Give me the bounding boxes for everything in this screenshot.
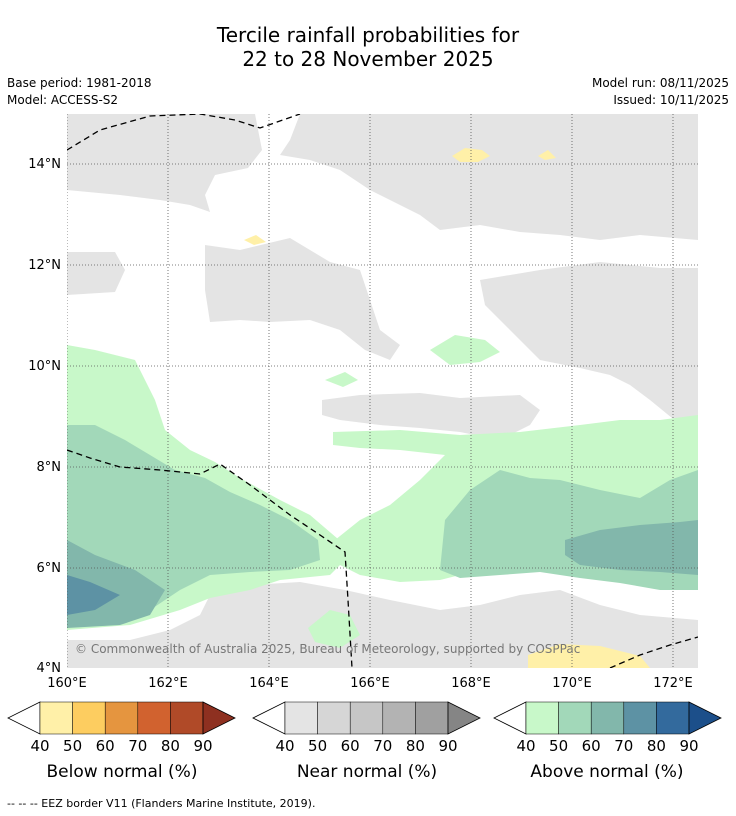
colorbar-below-segment [72, 701, 106, 735]
below-normal-region-north-1 [452, 148, 490, 162]
colorbar-above-segment [558, 701, 592, 735]
colorbar-near-extend-low [252, 701, 286, 735]
below-normal-region-north-3 [244, 235, 266, 245]
eez-footnote: -- -- -- EEZ border V11 (Flanders Marine… [7, 797, 316, 810]
colorbar-above-extend-high [688, 701, 722, 735]
graticule [67, 114, 698, 668]
lon-label: 166°E [350, 676, 390, 691]
above-normal-70-region-west [67, 575, 120, 615]
near-normal-region-south [67, 582, 698, 668]
colorbar-near-segment [284, 701, 318, 735]
above-normal-region-small-3 [308, 610, 360, 648]
near-normal-region-north [67, 114, 262, 212]
below-normal-region-north-2 [538, 150, 556, 160]
colorbar-near-segment [317, 701, 351, 735]
eez-border [67, 114, 698, 668]
model-name: Model: ACCESS-S2 [7, 93, 119, 107]
colorbar-near-segment [349, 701, 384, 735]
below-normal-region-south [528, 644, 650, 668]
colorbar-above-segment [590, 701, 625, 735]
colorbar-below-tick: 50 [63, 737, 82, 755]
colorbar-below-extend-low [7, 701, 41, 735]
colorbars: 40 50 60 70 80 90 40 50 60 70 80 90 40 50 60 70 80 90 [7, 701, 722, 755]
colorbar-near-segment [382, 701, 416, 735]
lon-label: 160°E [47, 676, 87, 691]
colorbar-near-tick: 60 [341, 737, 360, 755]
lat-label: 14°N [28, 157, 61, 172]
model-run: Model run: 08/11/2025 [591, 76, 729, 90]
map-title-line1: Tercile rainfall probabilities for [216, 23, 520, 47]
colorbar-above-segment [525, 701, 559, 735]
colorbar-above-tick: 90 [679, 737, 698, 755]
lon-label: 170°E [552, 676, 592, 691]
map-field: © Commonwealth of Australia 2025, Bureau… [67, 114, 698, 668]
map-title-line2: 22 to 28 November 2025 [242, 47, 494, 71]
lon-label: 168°E [451, 676, 491, 691]
colorbar-above-extend-low [493, 701, 527, 735]
colorbar-below-segment [137, 701, 171, 735]
colorbar-below-segment [39, 701, 73, 735]
colorbar-above-tick: 70 [614, 737, 633, 755]
colorbar-near-segment [415, 701, 449, 735]
colorbar-near-tick: 70 [373, 737, 392, 755]
near-normal-region-central [205, 238, 400, 360]
colorbar-above-tick: 60 [582, 737, 601, 755]
issued-date: Issued: 10/11/2025 [613, 93, 729, 107]
colorbar-title-below: Below normal (%) [46, 762, 198, 782]
lat-label: 8°N [37, 460, 62, 475]
above-normal-region-small-2 [325, 372, 358, 387]
colorbar-below-tick: 90 [193, 737, 212, 755]
lat-label: 4°N [37, 661, 62, 676]
near-normal-region-east [480, 262, 698, 420]
colorbar-above-tick: 80 [647, 737, 666, 755]
colorbar-below-tick: 60 [96, 737, 115, 755]
lat-label: 12°N [28, 258, 61, 273]
lat-label: 6°N [37, 561, 62, 576]
colorbar-below-tick: 40 [30, 737, 49, 755]
colorbar-below-tick: 70 [128, 737, 147, 755]
colorbar-above-tick: 50 [549, 737, 568, 755]
near-normal-region-north-east [280, 114, 698, 240]
colorbar-above-segment [623, 701, 657, 735]
colorbar-below-tick: 80 [161, 737, 180, 755]
lon-label: 164°E [249, 676, 289, 691]
near-normal-region-mid [322, 393, 540, 440]
lon-label: 172°E [653, 676, 693, 691]
lon-label: 162°E [148, 676, 188, 691]
near-normal-region-west [67, 252, 125, 295]
lat-label: 10°N [28, 359, 61, 374]
colorbar-above-segment [656, 701, 690, 735]
colorbar-near-tick: 40 [275, 737, 294, 755]
above-normal-60-region-east [565, 520, 698, 575]
base-period: Base period: 1981-2018 [7, 76, 152, 90]
colorbar-title-near: Near normal (%) [296, 762, 438, 782]
above-normal-region-small-1 [430, 335, 500, 365]
colorbar-above-tick: 40 [516, 737, 535, 755]
colorbar-near-tick: 80 [406, 737, 425, 755]
copyright-text: © Commonwealth of Australia 2025, Bureau… [75, 642, 580, 656]
colorbar-near-tick: 90 [438, 737, 457, 755]
colorbar-below-extend-high [202, 701, 236, 735]
colorbar-near-tick: 50 [308, 737, 327, 755]
colorbar-near-extend-high [447, 701, 481, 735]
colorbar-below-segment [170, 701, 204, 735]
colorbar-below-segment [104, 701, 139, 735]
colorbar-title-above: Above normal (%) [530, 762, 684, 782]
